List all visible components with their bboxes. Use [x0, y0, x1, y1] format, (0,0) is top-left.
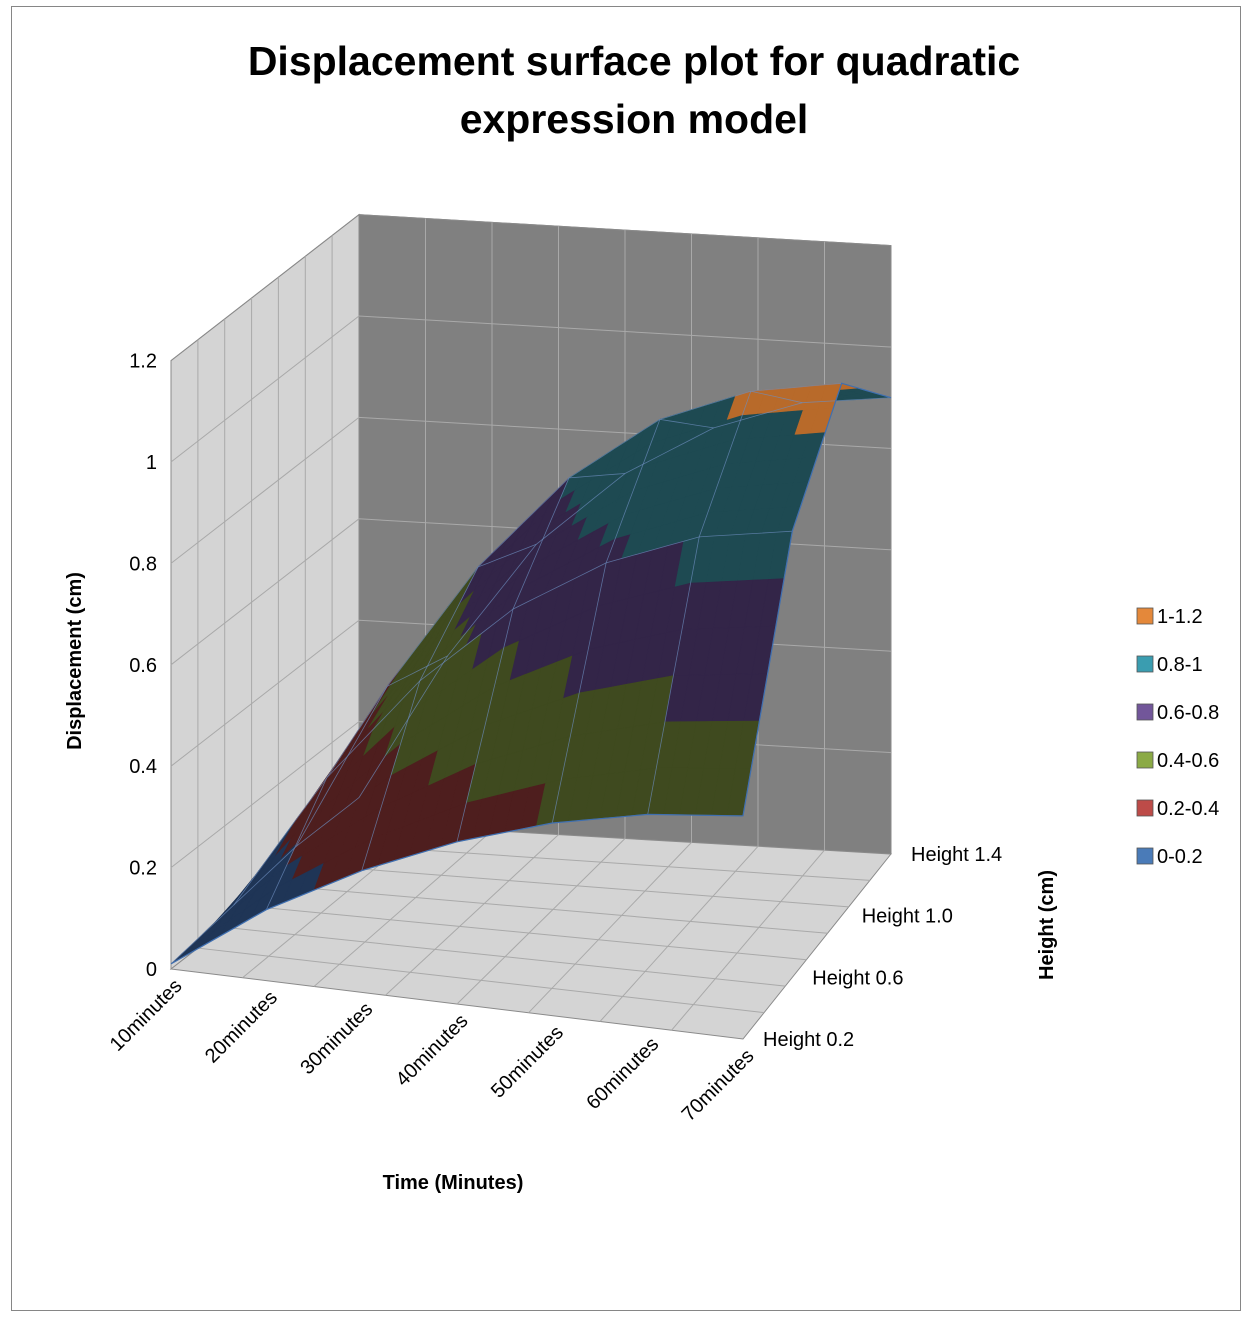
x-gridline: [385, 226, 559, 996]
surface-col-line: [456, 473, 626, 842]
surface-col-line: [551, 418, 714, 824]
legend-label: 0.2-0.4: [1157, 798, 1219, 820]
legend: 1-1.2 0.8-1 0.6-0.8 0.4-0.6 0.2-0.4 0-0.2: [1136, 606, 1219, 868]
legend-label: 0.8-1: [1157, 654, 1203, 676]
y-tick-label: 0: [146, 959, 157, 981]
surface-col-line: [647, 390, 803, 815]
legend-swatch: [1136, 847, 1154, 865]
legend-swatch: [1136, 655, 1154, 673]
chart-title-line2: expression model: [460, 96, 809, 142]
x-tick-label: 40minutes: [392, 1010, 473, 1091]
y-gridline: [170, 214, 892, 361]
x-tick-label: 10minutes: [106, 975, 187, 1056]
z-tick-label: Height 1.0: [862, 906, 953, 928]
y-axis-title: Displacement (cm): [64, 572, 86, 750]
legend-label: 0.4-0.6: [1157, 750, 1219, 772]
legend-swatch: [1136, 703, 1154, 721]
y-tick-label: 0.2: [129, 858, 157, 880]
surface-col-line: [170, 797, 360, 965]
y-tick-label: 0.8: [129, 553, 157, 575]
y-gridline: [170, 315, 892, 463]
surface-chart: Displacement surface plot for quadratic …: [64, 38, 1219, 1194]
legend-swatch: [1136, 751, 1154, 769]
legend-swatch: [1136, 799, 1154, 817]
surface-col-line: [265, 655, 448, 910]
x-tick-label: 60minutes: [582, 1033, 663, 1114]
x-gridline: [456, 230, 626, 1005]
x-axis-title: Time (Minutes): [383, 1172, 524, 1194]
z-axis-title: Height (cm): [1036, 870, 1058, 980]
chart-title-line1: Displacement surface plot for quadratic: [248, 38, 1020, 84]
x-tick-label: 50minutes: [487, 1022, 568, 1103]
surface-front-edge: [170, 813, 744, 965]
z-tick-label: Height 0.6: [812, 967, 903, 989]
y-tick-label: 1: [146, 452, 157, 474]
y-tick-label: 0.6: [129, 655, 157, 677]
x-tick-label: 20minutes: [201, 987, 282, 1068]
x-gridline: [671, 241, 825, 1031]
y-tick-label: 1.2: [129, 351, 157, 373]
x-tick-label: 70minutes: [678, 1045, 759, 1126]
chart-frame: Displacement surface plot for quadratic …: [11, 6, 1241, 1311]
surface-col-line: [361, 543, 537, 871]
x-tick-label: 30minutes: [296, 998, 377, 1079]
legend-label: 0.6-0.8: [1157, 702, 1219, 724]
y-tick-label: 0.4: [129, 756, 157, 778]
z-tick-label: Height 1.4: [911, 844, 1002, 866]
legend-swatch: [1136, 607, 1154, 625]
surface-right-edge: [742, 382, 892, 817]
legend-label: 1-1.2: [1157, 606, 1203, 628]
legend-label: 0-0.2: [1157, 846, 1203, 868]
z-tick-label: Height 0.2: [763, 1029, 854, 1051]
